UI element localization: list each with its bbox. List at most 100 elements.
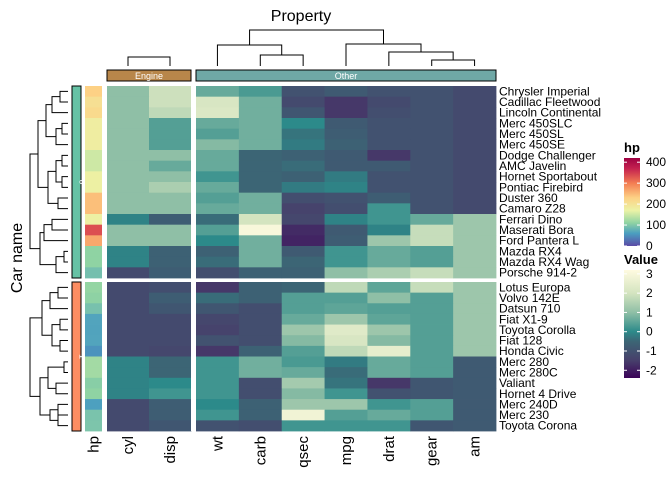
heat-cell (281, 292, 325, 304)
heat-cell (107, 171, 150, 183)
heat-cell (453, 107, 497, 119)
heat-cell (367, 214, 411, 226)
heat-cell (367, 96, 411, 108)
hp-cell (85, 182, 102, 194)
heat-cell (410, 235, 454, 247)
heat-cell (281, 388, 325, 400)
heat-cell (196, 420, 240, 432)
heat-cell (107, 192, 150, 204)
heat-cell (410, 224, 454, 236)
row-label: Datsun 710 (499, 302, 561, 316)
hp-cell (85, 150, 102, 162)
heat-cell (107, 235, 150, 247)
heat-cell (324, 367, 368, 379)
heat-cell (107, 409, 150, 421)
dendrogram-branch (57, 286, 68, 299)
heat-cell (107, 203, 150, 215)
dendrogram-branch (43, 224, 68, 242)
hp-cell (85, 292, 102, 304)
hp-cell (85, 107, 102, 119)
heat-cell (281, 86, 325, 98)
dendrogram-branch (59, 90, 68, 103)
heat-cell (238, 367, 283, 379)
row-label: Toyota Corona (499, 419, 577, 433)
row-label: Mazda RX4 Wag (499, 255, 589, 269)
heat-cell (196, 409, 240, 421)
heat-cell (107, 214, 150, 226)
heat-cell (324, 192, 368, 204)
heat-cell (196, 192, 240, 204)
dendrogram-branch (45, 104, 56, 138)
heat-cell (107, 256, 150, 268)
heat-cell (238, 324, 283, 336)
heat-cell (238, 160, 283, 172)
hp-cell (85, 303, 102, 315)
row-label: Merc 450SE (499, 138, 565, 152)
heat-cell (367, 139, 411, 151)
heat-cell (453, 128, 497, 140)
heat-cell (281, 139, 325, 151)
row-label: Mazda RX4 (499, 244, 562, 258)
heat-cell (238, 214, 283, 226)
column-label: hp (86, 436, 103, 453)
heat-cell (196, 96, 240, 108)
row-label: Cadillac Fleetwood (499, 95, 600, 109)
row-group-bar (71, 85, 82, 279)
heat-cell (324, 282, 368, 294)
heat-cell (410, 345, 454, 357)
heat-cell (238, 128, 283, 140)
heatmap-cells (102, 86, 497, 432)
heat-cell (238, 182, 283, 194)
heat-cell (410, 282, 454, 294)
heat-cell (410, 160, 454, 172)
heat-cell (196, 246, 240, 258)
heat-cell (238, 409, 283, 421)
row-label: Toyota Corolla (499, 323, 576, 337)
heat-cell (107, 292, 150, 304)
heat-cell (238, 139, 283, 151)
heat-cell (281, 171, 325, 183)
heat-cell (107, 107, 150, 119)
heat-cell (238, 282, 283, 294)
heat-cell (196, 214, 240, 226)
heat-cell (324, 139, 368, 151)
heat-cell (410, 118, 454, 130)
heat-cell (149, 150, 192, 162)
hp-cell (85, 345, 102, 357)
heat-cell (149, 267, 192, 279)
heat-cell (149, 399, 192, 411)
heat-cell (410, 107, 454, 119)
heat-cell (281, 303, 325, 315)
dendrogram-branch (49, 292, 68, 310)
heat-cell (281, 160, 325, 172)
heat-cell (367, 377, 411, 389)
hp-cell (85, 128, 102, 140)
heat-cell (238, 246, 283, 258)
heat-cell (410, 399, 454, 411)
heat-cell (324, 377, 368, 389)
heat-cell (453, 303, 497, 315)
hp-cell (85, 267, 102, 279)
heat-cell (149, 356, 192, 368)
heat-cell (196, 128, 240, 140)
heat-cell (453, 224, 497, 236)
heat-cell (238, 150, 283, 162)
heat-cell (196, 256, 240, 268)
heat-cell (149, 203, 192, 215)
heat-cell (453, 409, 497, 421)
row-label: Ford Pantera L (499, 234, 579, 248)
heat-cell (324, 107, 368, 119)
heat-cell (324, 256, 368, 268)
hp-cell (85, 214, 102, 226)
row-label: Hornet Sportabout (499, 170, 598, 184)
legend-tick-label: 100 (646, 218, 666, 232)
heat-cell (281, 182, 325, 194)
heat-cell (107, 356, 150, 368)
hp-cell (85, 224, 102, 236)
heat-cell (367, 303, 411, 315)
heat-cell (107, 345, 150, 357)
hp-cell (85, 282, 102, 294)
heat-cell (196, 224, 240, 236)
column-label: carb (252, 436, 269, 465)
